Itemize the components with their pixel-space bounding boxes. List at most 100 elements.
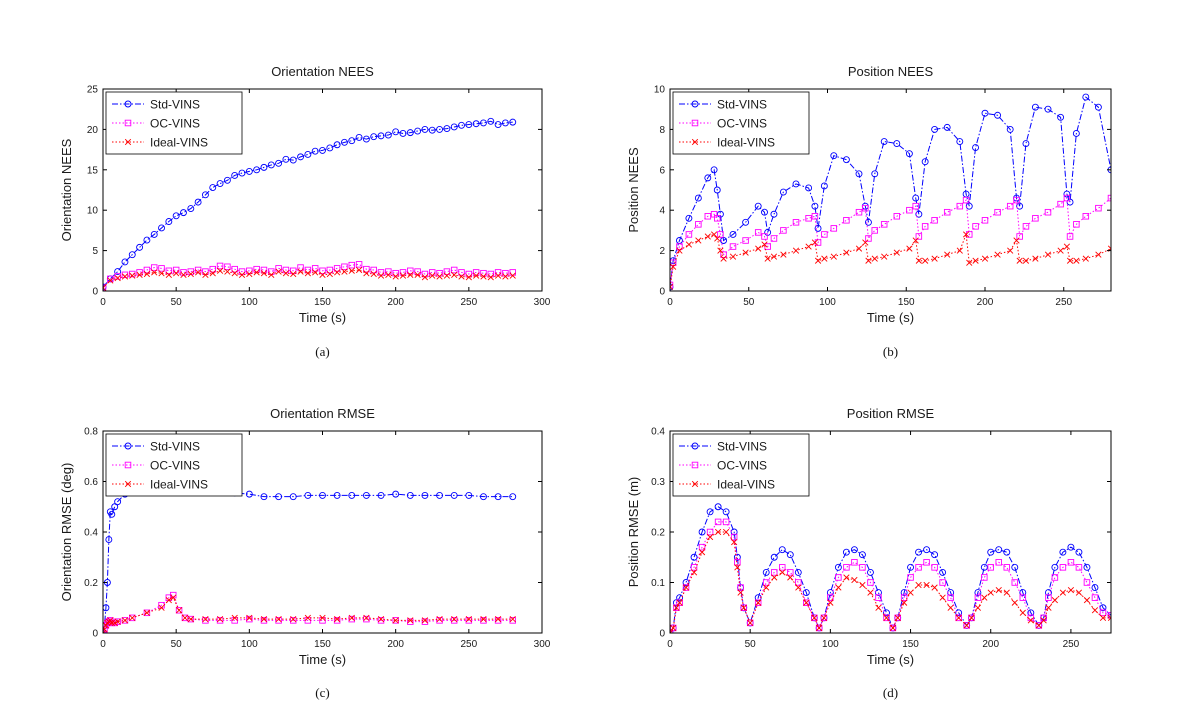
legend-marker (124, 480, 132, 488)
data-point (923, 559, 930, 566)
data-point (742, 237, 749, 244)
data-point (685, 241, 693, 248)
data-point (923, 581, 930, 589)
data-point (947, 604, 954, 611)
data-point (811, 614, 818, 622)
data-point (761, 208, 768, 216)
data-point (729, 230, 737, 238)
data-point (355, 261, 363, 268)
data-point (830, 152, 838, 160)
data-point (465, 491, 473, 499)
data-point (1022, 140, 1030, 147)
data-point (165, 267, 173, 275)
data-point (734, 564, 741, 571)
legend-box (672, 91, 810, 155)
data-point (972, 257, 979, 264)
data-point (1075, 589, 1083, 596)
data-point (1051, 597, 1058, 604)
data-point (392, 128, 400, 136)
series-ideal-vins (670, 231, 1111, 291)
data-point (915, 233, 923, 240)
data-point (814, 257, 822, 264)
data-point (803, 599, 810, 606)
data-point (363, 614, 370, 621)
data-point (509, 118, 517, 126)
data-point (428, 126, 436, 134)
data-point (1067, 559, 1075, 566)
data-point (451, 271, 458, 278)
data-point (392, 273, 399, 280)
data-point (268, 271, 275, 278)
data-point (994, 251, 1001, 258)
data-point (855, 245, 863, 252)
x-tick-label: 200 (977, 297, 994, 308)
data-point (717, 231, 724, 238)
y-axis-label: Position NEES (626, 147, 641, 233)
data-point (889, 624, 897, 632)
data-point (150, 230, 158, 238)
data-point (363, 615, 370, 623)
data-point (370, 266, 377, 274)
data-point (881, 253, 888, 260)
data-point (713, 186, 721, 194)
x-tick-label: 250 (1063, 639, 1080, 650)
data-point (754, 202, 762, 210)
legend-label: Std-VINS (717, 440, 767, 454)
data-point (792, 180, 800, 188)
data-point (770, 235, 778, 242)
data-point (224, 268, 231, 275)
data-point (915, 210, 923, 218)
x-tick-label: 200 (982, 639, 999, 650)
data-point (795, 584, 802, 591)
data-point (747, 619, 754, 627)
data-point (165, 218, 173, 225)
data-point (151, 269, 158, 276)
data-point (1063, 194, 1071, 202)
data-point (121, 617, 129, 624)
data-point (348, 137, 356, 145)
legend-marker (124, 119, 132, 127)
data-point (698, 528, 706, 536)
data-point (319, 491, 326, 499)
x-tick-label: 50 (745, 639, 757, 650)
data-point (170, 594, 177, 601)
data-point (1007, 247, 1014, 254)
data-point (843, 564, 850, 571)
data-point (963, 622, 970, 629)
data-point (894, 614, 901, 621)
data-point (260, 617, 268, 624)
legend: Std-VINS OC-VINS Ideal-VINS (672, 433, 810, 497)
y-tick-label: 5 (92, 246, 98, 257)
data-point (187, 270, 194, 278)
legend-label: Std-VINS (717, 98, 767, 112)
data-point (260, 163, 268, 171)
data-point (355, 266, 363, 274)
data-point (855, 170, 863, 178)
data-point (275, 159, 283, 167)
data-point (450, 266, 458, 274)
data-point (720, 251, 727, 258)
data-point (129, 614, 136, 622)
data-point (740, 604, 747, 611)
data-point (260, 615, 268, 623)
legend-label: Ideal-VINS (717, 478, 775, 492)
data-point (341, 268, 348, 275)
data-point (334, 615, 341, 623)
data-point (865, 257, 872, 264)
data-point (509, 272, 516, 279)
data-point (820, 182, 828, 190)
data-point (704, 213, 712, 220)
data-point (843, 217, 850, 224)
data-point (260, 270, 268, 277)
data-point (458, 121, 465, 129)
series-line (670, 506, 1111, 633)
data-point (830, 225, 838, 232)
data-point (143, 609, 151, 617)
data-point (943, 123, 951, 131)
data-point (690, 564, 698, 571)
data-point (931, 564, 938, 571)
data-point (722, 508, 730, 516)
data-point (341, 138, 348, 146)
data-point (915, 564, 922, 571)
data-point (811, 614, 818, 621)
